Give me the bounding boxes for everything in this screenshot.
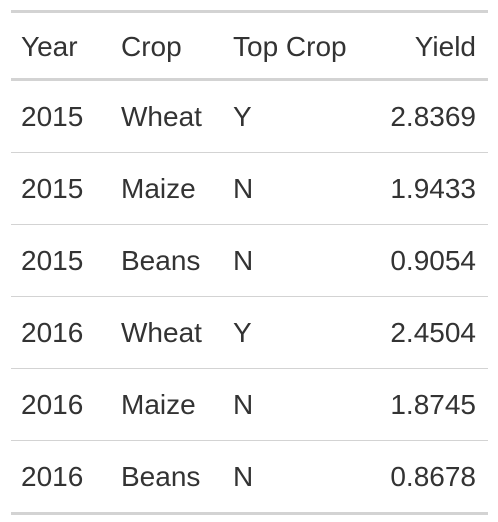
- cell-crop: Beans: [121, 224, 233, 297]
- table-row: 2015 Wheat Y 2.8369: [11, 79, 488, 153]
- cell-year: 2016: [21, 460, 84, 492]
- cell-yield: 2.8369: [373, 79, 488, 153]
- cell-year: 2015: [11, 152, 121, 225]
- cell-top-crop: N: [233, 460, 254, 492]
- cell-top-crop: Y: [233, 296, 373, 369]
- cell-top-crop: N: [233, 368, 373, 441]
- header-year: Year: [11, 11, 121, 81]
- header-yield: Yield: [373, 11, 488, 81]
- cell-year: 2016: [11, 296, 121, 369]
- cell-crop: Wheat: [121, 79, 233, 153]
- table-row: 2016 Wheat Y 2.4504: [11, 296, 488, 369]
- data-table-container: Year Crop Top Crop Yield 2015 Wheat Y 2.…: [11, 10, 488, 515]
- cell-crop: Beans: [121, 460, 201, 492]
- header-crop: Crop: [121, 11, 233, 81]
- cell-top-crop: Y: [233, 79, 373, 153]
- table-header: Year Crop Top Crop Yield: [11, 11, 488, 81]
- crop-yield-table: Year Crop Top Crop Yield 2015 Wheat Y 2.…: [11, 10, 488, 515]
- cell-crop: Wheat: [121, 296, 233, 369]
- cell-crop: Maize: [121, 368, 233, 441]
- cell-top-crop: N: [233, 224, 373, 297]
- table-row: 2015 Beans N 0.9054: [11, 224, 488, 297]
- cell-top-crop: N: [233, 152, 373, 225]
- table-row: 2016 Maize N 1.8745: [11, 368, 488, 441]
- table-row: 2016 Beans N 0.8678: [11, 441, 488, 514]
- table-row: 2015 Maize N 1.9433: [11, 152, 488, 225]
- cell-yield: 1.8745: [373, 368, 488, 441]
- cell-yield: 0.8678: [390, 460, 476, 492]
- cell-crop: Maize: [121, 152, 233, 225]
- header-row: Year Crop Top Crop Yield: [11, 11, 488, 81]
- cell-year: 2015: [11, 224, 121, 297]
- cell-yield: 2.4504: [373, 296, 488, 369]
- cell-yield: 1.9433: [373, 152, 488, 225]
- cell-yield: 0.9054: [373, 224, 488, 297]
- cell-year: 2015: [11, 79, 121, 153]
- cell-year: 2016: [11, 368, 121, 441]
- header-top-crop: Top Crop: [233, 11, 373, 81]
- table-body: 2015 Wheat Y 2.8369 2015 Maize N 1.9433 …: [11, 79, 488, 514]
